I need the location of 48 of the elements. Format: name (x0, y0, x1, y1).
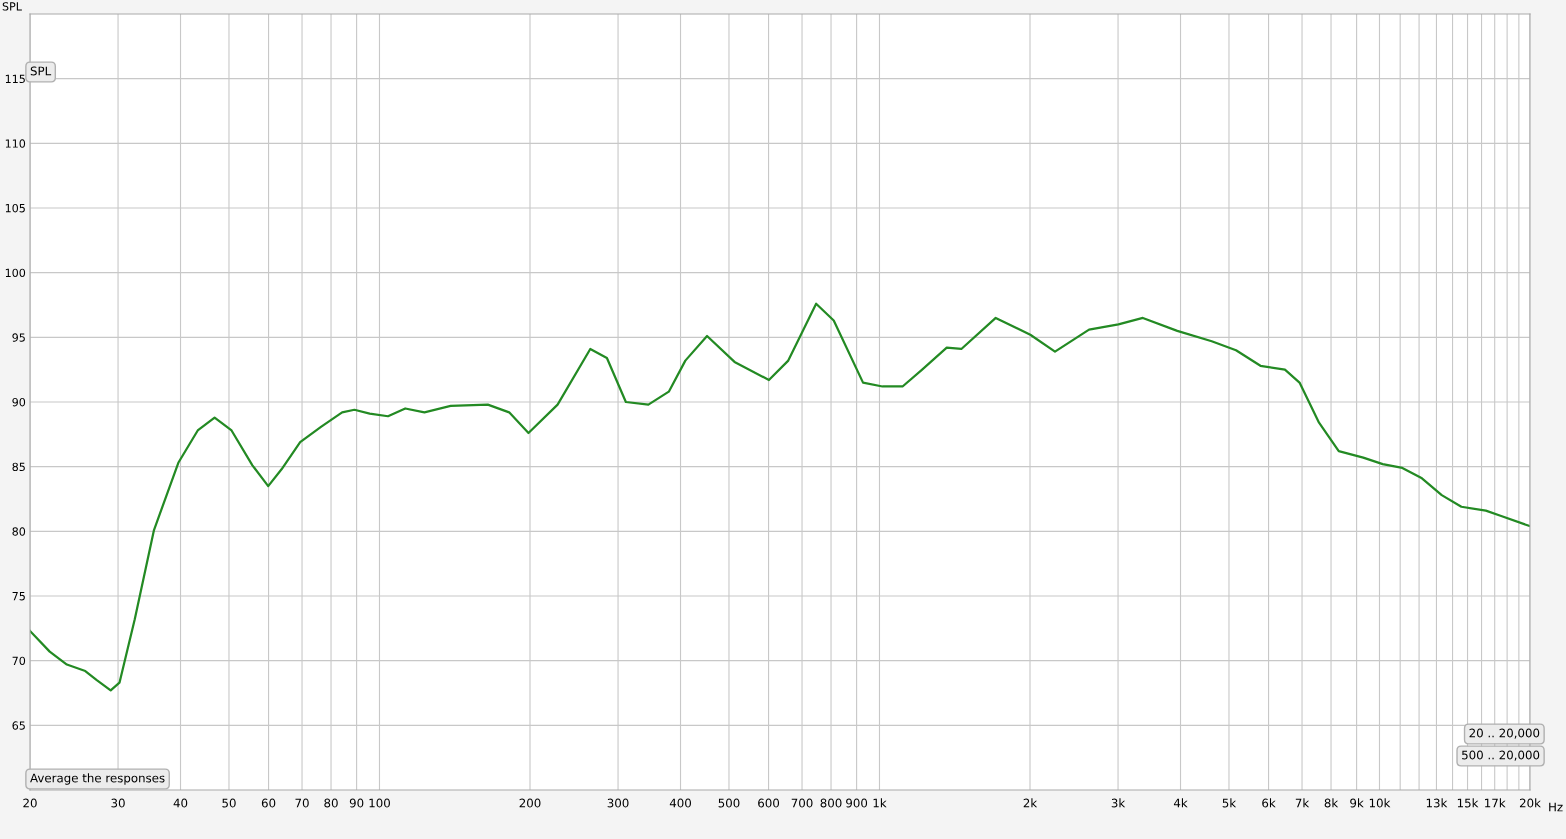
x-tick-label: 3k (1111, 798, 1126, 808)
y-tick-label: 90 (12, 397, 26, 407)
x-tick-label: 50 (222, 798, 236, 808)
y-tick-label: 95 (12, 333, 25, 342)
annotation: SPL (30, 66, 52, 76)
y-tick-label: 80 (12, 527, 26, 536)
y-tick-label: 65 (12, 721, 25, 730)
x-tick-label: 300 (607, 798, 629, 808)
x-tick-label: 1k (873, 798, 887, 808)
y-tick-label: 110 (5, 139, 26, 148)
x-tick-label: 30 (111, 798, 125, 808)
y-axis-title: SPL (2, 2, 22, 11)
x-tick-label: 13k (1426, 798, 1448, 808)
x-tick-label: 80 (324, 798, 338, 808)
x-tick-label: 900 (846, 798, 868, 808)
x-tick-label: 20 (23, 798, 37, 808)
x-tick-label: 7k (1295, 798, 1310, 808)
x-axis-title: Hz (1549, 802, 1563, 812)
y-tick-label: 115 (5, 74, 25, 84)
y-tick-label: 105 (5, 203, 25, 213)
x-tick-label: 40 (173, 798, 188, 808)
x-tick-label: 8k (1324, 798, 1339, 808)
annotation: 500 .. 20,000 (1462, 750, 1540, 761)
x-tick-label: 200 (519, 798, 541, 808)
x-tick-label: 70 (295, 798, 309, 808)
x-tick-label: 60 (261, 798, 276, 808)
annotation: 20 .. 20,000 (1469, 728, 1540, 739)
x-tick-label: 6k (1262, 798, 1276, 808)
x-tick-label: 700 (791, 798, 813, 808)
x-tick-label: 9k (1350, 798, 1364, 808)
x-tick-label: 5k (1222, 798, 1237, 808)
x-tick-label: 500 (718, 798, 740, 808)
x-tick-label: 10k (1369, 798, 1391, 808)
x-tick-label: 17k (1485, 798, 1506, 808)
x-tick-label: 800 (820, 798, 842, 808)
x-tick-label: 90 (349, 798, 364, 808)
y-tick-label: 75 (12, 592, 25, 601)
y-tick-label: 70 (12, 656, 26, 666)
x-tick-label: 100 (369, 798, 390, 808)
y-tick-label: 100 (5, 268, 26, 278)
x-tick-label: 20k (1519, 798, 1541, 808)
x-tick-label: 15k (1457, 798, 1479, 808)
annotation: Average the responses (30, 773, 165, 785)
x-tick-label: 600 (758, 798, 780, 808)
x-tick-label: 2k (1023, 798, 1038, 808)
x-tick-label: 4k (1173, 798, 1188, 808)
x-tick-label: 400 (669, 798, 691, 808)
y-tick-label: 85 (12, 462, 25, 472)
